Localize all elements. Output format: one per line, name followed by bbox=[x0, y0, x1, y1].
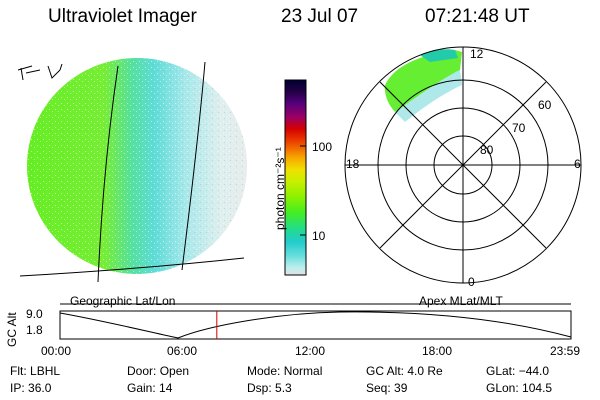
colorbar-unit-label: photon cm⁻²s⁻¹ bbox=[273, 147, 287, 230]
status-flt: Flt: LBHL bbox=[10, 364, 61, 378]
timeline-xtick-1200: 12:00 bbox=[295, 344, 326, 358]
timeline-ytick-bottom: 1.8 bbox=[26, 323, 43, 337]
mlat-label-70: 70 bbox=[512, 121, 526, 135]
colorbar-tick-100: 100 bbox=[312, 140, 333, 154]
altitude-timeline bbox=[59, 303, 572, 340]
timeline-ytick-top: 9.0 bbox=[26, 307, 43, 321]
polar-caption: Apex MLat/MLT bbox=[419, 294, 503, 308]
mlt-label-0: 0 bbox=[468, 275, 475, 289]
geographic-disk bbox=[17, 58, 247, 283]
mlt-label-6: 6 bbox=[574, 157, 581, 171]
instrument-title: Ultraviolet Imager bbox=[48, 6, 197, 27]
geographic-caption: Geographic Lat/Lon bbox=[70, 294, 176, 308]
status-glon: GLon: 104.5 bbox=[486, 381, 553, 395]
status-mode: Mode: Normal bbox=[247, 364, 323, 378]
colorbar-tick-10: 10 bbox=[312, 229, 326, 243]
timeline-xtick-2359: 23:59 bbox=[550, 344, 581, 358]
polar-plot bbox=[344, 46, 582, 284]
status-gain: Gain: 14 bbox=[127, 381, 173, 395]
status-glat: GLat: −44.0 bbox=[486, 364, 550, 378]
timeline-xtick-1800: 18:00 bbox=[422, 344, 453, 358]
mlt-label-18: 18 bbox=[346, 157, 360, 171]
status-door: Door: Open bbox=[127, 364, 190, 378]
mlt-label-12: 12 bbox=[470, 47, 484, 61]
status-gc-alt: GC Alt: 4.0 Re bbox=[366, 364, 443, 378]
status-seq: Seq: 39 bbox=[366, 381, 408, 395]
mlat-label-60: 60 bbox=[538, 98, 552, 112]
timeline-xtick-0600: 06:00 bbox=[167, 344, 198, 358]
timeline-ylabel: GC Alt bbox=[5, 312, 19, 347]
date-label: 23 Jul 07 bbox=[281, 6, 359, 27]
mlat-label-80: 80 bbox=[480, 143, 494, 157]
status-ip: IP: 36.0 bbox=[10, 381, 52, 395]
time-label: 07:21:48 UT bbox=[425, 6, 530, 27]
status-dsp: Dsp: 5.3 bbox=[247, 381, 292, 395]
colorbar bbox=[284, 79, 307, 276]
timeline-xtick-0000: 00:00 bbox=[41, 344, 72, 358]
